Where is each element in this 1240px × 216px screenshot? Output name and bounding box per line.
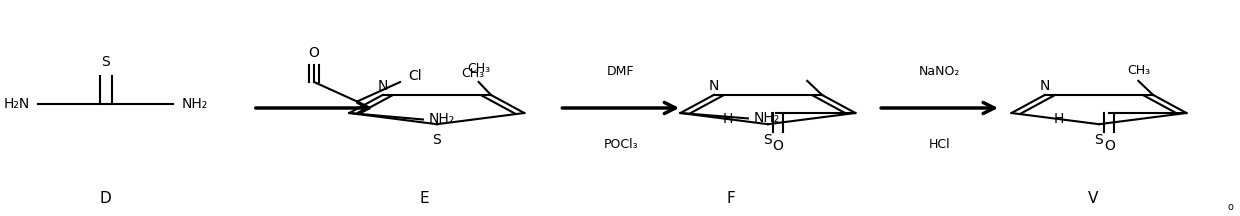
Text: HCl: HCl — [929, 138, 950, 151]
Text: N: N — [708, 79, 719, 93]
Text: NH₂: NH₂ — [429, 113, 455, 127]
Text: NaNO₂: NaNO₂ — [919, 65, 960, 78]
Text: E: E — [419, 191, 429, 206]
Text: S: S — [764, 133, 773, 147]
Text: H: H — [1054, 113, 1064, 127]
Text: NH₂: NH₂ — [754, 111, 780, 125]
Text: N: N — [377, 79, 388, 93]
Text: O: O — [773, 139, 784, 153]
Text: S: S — [433, 133, 441, 147]
Text: CH₃: CH₃ — [461, 67, 484, 80]
Text: N: N — [1039, 79, 1050, 93]
Text: o: o — [1228, 202, 1234, 212]
Text: D: D — [100, 191, 112, 206]
Text: S: S — [102, 55, 110, 69]
Text: F: F — [727, 191, 735, 206]
Text: Cl: Cl — [409, 69, 423, 83]
Text: O: O — [309, 46, 320, 60]
Text: S: S — [1095, 133, 1104, 147]
Text: POCl₃: POCl₃ — [604, 138, 639, 151]
Text: V: V — [1087, 191, 1099, 206]
Text: H₂N: H₂N — [4, 97, 30, 111]
Text: CH₃: CH₃ — [467, 62, 490, 75]
Text: CH₃: CH₃ — [1127, 64, 1149, 76]
Text: DMF: DMF — [608, 65, 635, 78]
Text: NH₂: NH₂ — [182, 97, 208, 111]
Text: H: H — [723, 113, 733, 127]
Text: O: O — [1104, 139, 1115, 153]
